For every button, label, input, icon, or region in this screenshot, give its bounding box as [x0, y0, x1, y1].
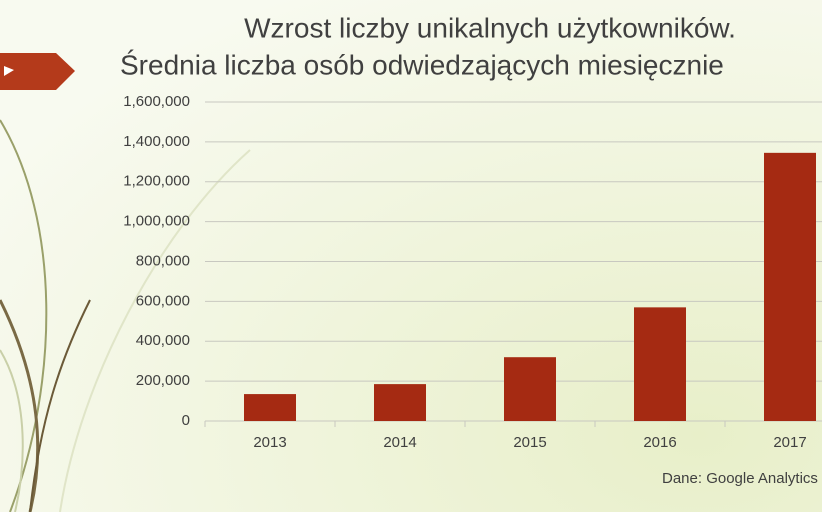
x-tick-label: 2015: [513, 434, 546, 451]
slide-tag: [0, 53, 75, 90]
y-tick-label: 800,000: [136, 252, 190, 269]
source-note: Dane: Google Analytics: [662, 470, 818, 487]
x-tick-label: 2014: [383, 434, 416, 451]
bar: [504, 357, 556, 421]
tag-icon: [4, 66, 14, 76]
x-tick-label: 2016: [643, 434, 676, 451]
x-tick-label: 2017: [773, 434, 806, 451]
decoration: [0, 119, 251, 512]
chart-subtitle: Średnia liczba osób odwiedzających miesi…: [120, 48, 724, 80]
y-tick-label: 1,000,000: [123, 213, 190, 230]
bar: [634, 307, 686, 421]
y-tick-label: 200,000: [136, 372, 190, 389]
bar: [764, 152, 816, 421]
y-tick-label: 1,600,000: [123, 93, 190, 110]
y-tick-label: 400,000: [136, 332, 190, 349]
bar: [244, 394, 296, 421]
y-tick-label: 1,200,000: [123, 173, 190, 190]
chart-title: Wzrost liczby unikalnych użytkowników.: [244, 12, 736, 43]
bar: [374, 384, 426, 421]
y-tick-label: 1,400,000: [123, 133, 190, 150]
x-tick-label: 2013: [253, 434, 286, 451]
y-tick-label: 600,000: [136, 292, 190, 309]
y-tick-label: 0: [182, 412, 190, 429]
